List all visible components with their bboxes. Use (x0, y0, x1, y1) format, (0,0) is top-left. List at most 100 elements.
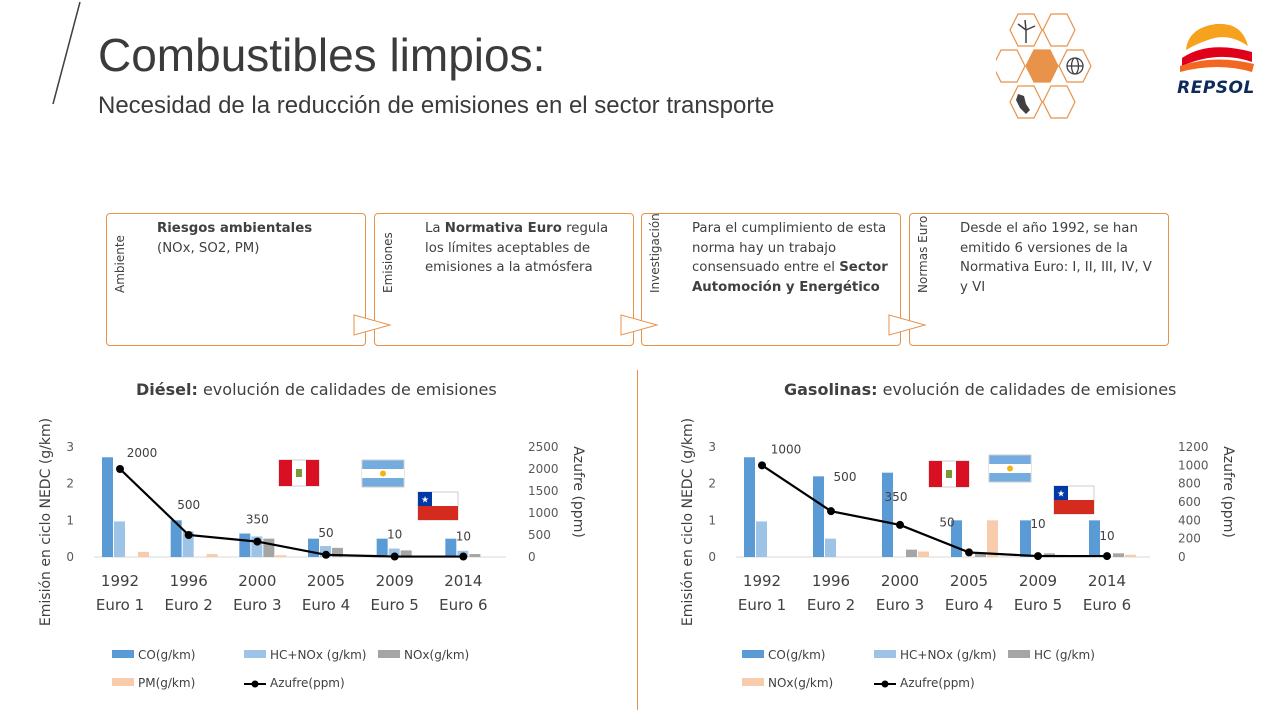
bar (445, 538, 457, 557)
bar (756, 521, 767, 557)
chart-title: Diésel: evolución de calidades de emisio… (136, 380, 497, 399)
globe-icon (1066, 57, 1084, 75)
sulfur-data-label: 10 (456, 530, 471, 544)
x-tick-label: 1992 (743, 572, 781, 590)
sulfur-point (758, 461, 766, 470)
bar (400, 550, 412, 557)
bar (1125, 554, 1136, 557)
box-text: Riesgos ambientales (NOx, SO2, PM) (157, 221, 313, 256)
bar (114, 521, 125, 557)
y2-tick-label: 200 (1178, 532, 1201, 546)
hexagon-icons-graphic (996, 13, 1092, 119)
bar (170, 520, 182, 557)
gasoline-chart: Gasolinas: evolución de calidades de emi… (650, 370, 1270, 710)
sulfur-point (390, 552, 399, 561)
repsol-logo (1180, 23, 1254, 72)
chile-flag-icon: ★ (1053, 485, 1095, 515)
x-tick-label: Euro 5 (1014, 596, 1062, 614)
process-box-emisiones: Emisiones La Normativa Euro regula los l… (353, 213, 634, 346)
diesel-chart: Diésel: evolución de calidades de emisio… (20, 370, 640, 710)
wind-turbine-icon (1017, 19, 1036, 43)
x-tick-label: 1996 (812, 572, 850, 590)
x-tick-label: 2000 (238, 572, 276, 590)
repsol-logo-text: REPSOL (1177, 78, 1255, 98)
chile-flag-icon: ★ (417, 491, 459, 521)
bar (744, 457, 755, 557)
process-box-ambiente: Ambiente Riesgos ambientales (NOx, SO2, … (106, 213, 366, 346)
y2-tick-label: 500 (528, 528, 551, 542)
bar (332, 547, 343, 557)
y-tick-label: 3 (708, 440, 716, 454)
box-label: Normas Euro (916, 215, 930, 293)
chart-divider (637, 370, 638, 710)
peru-flag-icon (928, 460, 970, 488)
y-axis-label: Emisión en ciclo NEDC (g/km) (680, 418, 696, 626)
sulfur-point (1034, 552, 1042, 561)
sulfur-line (761, 464, 1107, 558)
flag-stripe (279, 460, 292, 486)
sulfur-data-label: 10 (1099, 529, 1114, 543)
bar (469, 554, 481, 557)
bar (918, 551, 929, 557)
x-tick-label: Euro 2 (807, 596, 855, 614)
flag-stripe (956, 461, 969, 487)
bar (1020, 520, 1031, 557)
x-tick-label: 2014 (1088, 572, 1126, 590)
x-tick-label: 2009 (1019, 572, 1057, 590)
legend-label: CO(g/km) (768, 648, 826, 662)
x-tick-label: Euro 3 (876, 596, 924, 614)
sulfur-data-label: 2000 (127, 446, 158, 460)
flag-stripe (1054, 500, 1094, 514)
legend-label: PM(g/km) (138, 676, 195, 690)
legend-swatch (378, 650, 400, 658)
bar (206, 554, 218, 557)
y-tick-label: 3 (66, 440, 74, 454)
legend-label: Azufre(ppm) (900, 676, 975, 690)
bar (813, 476, 824, 557)
bar (987, 520, 998, 557)
bar (376, 538, 388, 557)
sulfur-data-label: 500 (834, 470, 857, 484)
chevron-arrow-icon (888, 314, 927, 336)
legend-swatch (742, 678, 764, 686)
y2-tick-label: 800 (1178, 477, 1201, 491)
y2-tick-label: 600 (1178, 495, 1201, 509)
y-tick-label: 1 (708, 513, 716, 527)
y2-tick-label: 0 (1178, 550, 1186, 564)
sulfur-data-label: 350 (246, 513, 269, 527)
bar (182, 531, 194, 557)
x-tick-label: Euro 1 (96, 596, 144, 614)
legend-swatch-marker (251, 680, 259, 688)
y2-tick-label: 400 (1178, 513, 1201, 527)
legend-label: HC+NOx (g/km) (900, 648, 996, 662)
box-text: La Normativa Euro regula los límites ace… (425, 221, 609, 275)
process-box-investigacion: Investigación Para el cumplimiento de es… (620, 213, 901, 346)
bar (906, 549, 917, 557)
flag-sun (380, 470, 386, 477)
legend-label: HC (g/km) (1034, 648, 1095, 662)
bar (951, 520, 962, 557)
sulfur-data-label: 350 (885, 490, 908, 504)
x-tick-label: 2005 (307, 572, 345, 590)
bar (308, 538, 319, 557)
legend-swatch (244, 650, 266, 658)
gasoline-chart-svg: Emisión en ciclo NEDC (g/km) Azufre (ppm)… (680, 418, 1236, 690)
flag-canton (1054, 486, 1068, 500)
y2-tick-label: 1000 (1178, 458, 1209, 472)
argentina-flag-icon (988, 454, 1032, 483)
y-tick-label: 0 (66, 550, 74, 564)
box-label: Ambiente (113, 235, 127, 293)
x-tick-label: Euro 6 (439, 596, 487, 614)
legend-swatch (1008, 650, 1030, 658)
y2-tick-label: 1500 (528, 484, 559, 498)
decorative-slash (52, 1, 81, 105)
sulfur-point (184, 531, 193, 539)
box-label: Emisiones (381, 232, 395, 293)
y2-tick-label: 2000 (528, 462, 559, 476)
y2-axis-label: Azufre (ppm) (1220, 446, 1236, 538)
diesel-chart-svg: Emisión en ciclo NEDC (g/km) Azufre (ppm)… (38, 418, 586, 690)
sulfur-point (253, 537, 262, 546)
x-tick-label: Euro 5 (371, 596, 419, 614)
y-tick-label: 2 (66, 477, 74, 491)
flag-star: ★ (1057, 490, 1065, 500)
